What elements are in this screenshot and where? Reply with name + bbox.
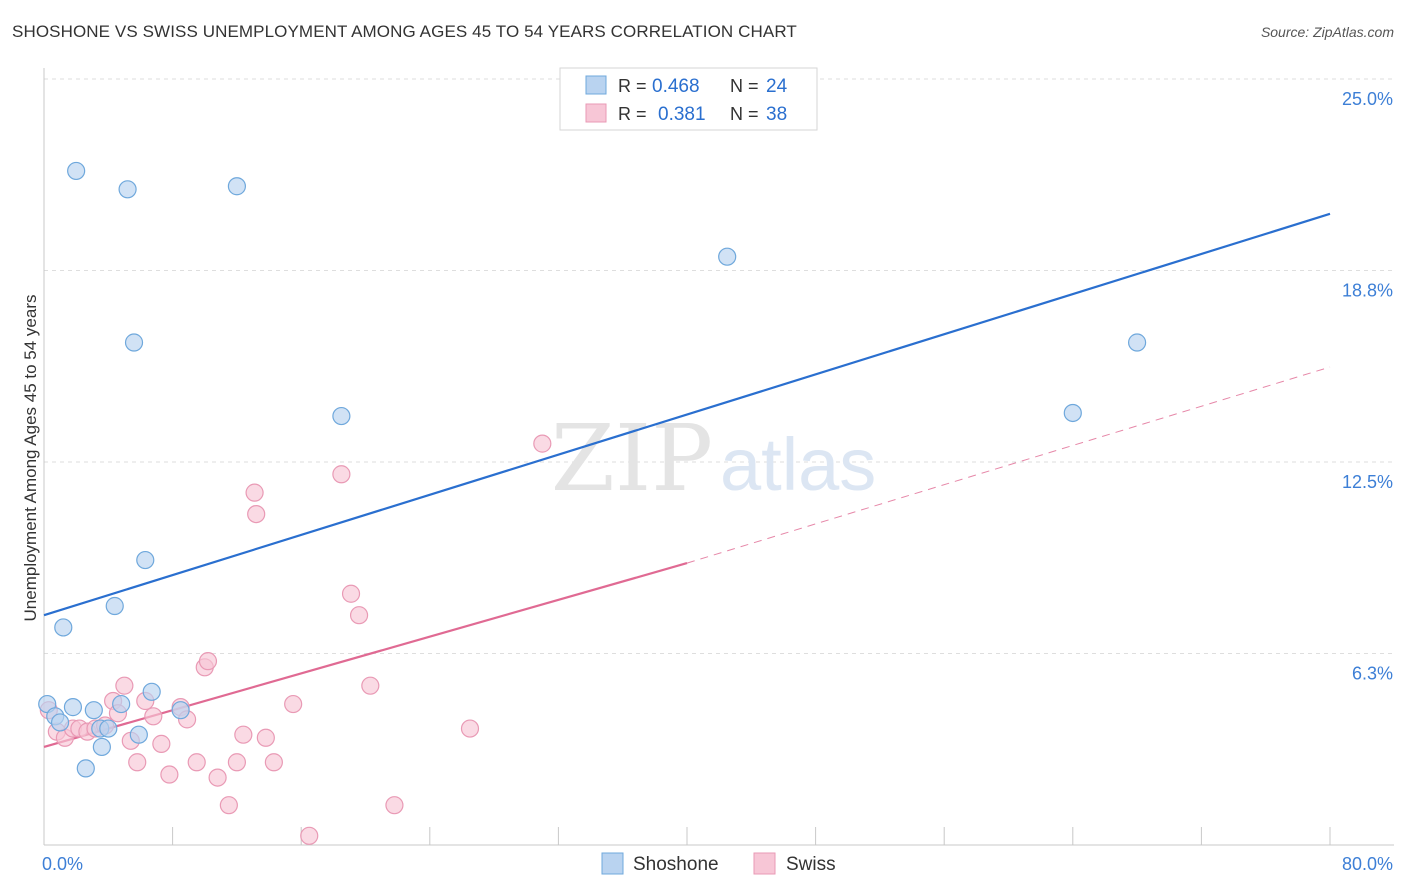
data-point-swiss — [187, 753, 206, 772]
data-point-swiss — [234, 725, 253, 744]
legend-swatch-swiss[interactable] — [753, 852, 776, 875]
data-point-shoshone — [67, 161, 86, 181]
data-point-swiss — [219, 796, 238, 815]
data-point-shoshone — [227, 177, 246, 196]
data-point-shoshone — [1063, 403, 1082, 423]
data-point-shoshone — [129, 725, 148, 744]
stats-n-label-swiss: N = — [730, 104, 759, 124]
data-point-swiss — [152, 734, 171, 753]
data-point-swiss — [460, 719, 480, 738]
y-tick-label: 25.0% — [1342, 89, 1393, 109]
data-point-swiss — [256, 728, 275, 747]
data-point-shoshone — [105, 596, 124, 616]
y-tick-label: 6.3% — [1352, 664, 1393, 684]
stats-legend: R = 0.468 N = 24 R = 0.381 N = 38 — [559, 67, 818, 131]
stats-swatch-swiss — [585, 103, 607, 123]
data-point-shoshone — [54, 618, 73, 637]
data-point-swiss — [115, 676, 134, 695]
data-point-swiss — [160, 765, 179, 784]
watermark-zip: ZIP — [551, 405, 713, 512]
data-point-swiss — [533, 434, 552, 453]
watermark: ZIP atlas — [551, 405, 876, 512]
data-point-shoshone — [84, 701, 103, 720]
legend-label-shoshone[interactable]: Shoshone — [633, 854, 719, 875]
x-tick-label: 80.0% — [1342, 854, 1393, 874]
stats-r-label-swiss: R = — [618, 104, 647, 124]
stats-swatch-shoshone — [585, 75, 607, 95]
source-label: Source: ZipAtlas.com — [1260, 24, 1394, 40]
data-point-swiss — [284, 694, 303, 714]
data-point-swiss — [341, 584, 361, 603]
data-point-swiss — [349, 606, 369, 625]
stats-n-value-shoshone: 24 — [766, 76, 788, 97]
data-point-shoshone — [99, 719, 118, 738]
data-point-shoshone — [718, 247, 737, 266]
data-point-shoshone — [76, 759, 95, 778]
trend-line-shoshone — [43, 212, 1331, 617]
data-point-shoshone — [118, 180, 137, 199]
stats-n-value-swiss: 38 — [766, 104, 787, 125]
data-point-swiss — [247, 504, 266, 524]
data-point-shoshone — [124, 333, 144, 352]
data-point-swiss — [198, 652, 218, 671]
data-point-swiss — [332, 465, 351, 484]
y-tick-label: 18.8% — [1342, 281, 1393, 301]
stats-r-label-shoshone: R = — [618, 76, 647, 96]
data-point-shoshone — [50, 713, 70, 732]
data-point-swiss — [361, 676, 380, 695]
data-point-swiss — [300, 826, 319, 845]
stats-n-label-shoshone: N = — [730, 76, 759, 96]
legend-label-swiss[interactable]: Swiss — [786, 854, 836, 875]
data-point-shoshone — [171, 701, 190, 720]
stats-r-value-swiss: 0.381 — [658, 104, 706, 125]
data-point-swiss — [227, 753, 246, 772]
data-point-swiss — [245, 483, 264, 502]
data-point-swiss — [385, 796, 404, 815]
legend: Shoshone Swiss — [601, 852, 836, 875]
data-point-swiss — [144, 707, 163, 726]
trend-line-dashed-swiss — [686, 366, 1331, 564]
trend-line-swiss — [43, 562, 688, 749]
data-points — [38, 161, 1147, 845]
data-point-shoshone — [332, 406, 351, 426]
legend-swatch-shoshone[interactable] — [601, 852, 624, 875]
data-point-shoshone — [63, 698, 83, 717]
data-point-shoshone — [1127, 333, 1147, 352]
data-point-shoshone — [112, 694, 131, 714]
chart-title: SHOSHONE VS SWISS UNEMPLOYMENT AMONG AGE… — [12, 22, 797, 41]
y-axis-label: Unemployment Among Ages 45 to 54 years — [21, 295, 40, 622]
data-point-swiss — [264, 753, 283, 772]
data-point-swiss — [128, 753, 147, 772]
watermark-atlas: atlas — [720, 423, 876, 506]
y-tick-label: 12.5% — [1342, 472, 1393, 492]
stats-r-value-shoshone: 0.468 — [652, 76, 700, 97]
data-point-shoshone — [142, 682, 161, 701]
x-tick-label: 0.0% — [42, 854, 83, 874]
grid-lines — [44, 78, 1394, 654]
data-point-swiss — [208, 768, 227, 787]
data-point-shoshone — [136, 550, 155, 570]
data-point-shoshone — [92, 737, 111, 757]
